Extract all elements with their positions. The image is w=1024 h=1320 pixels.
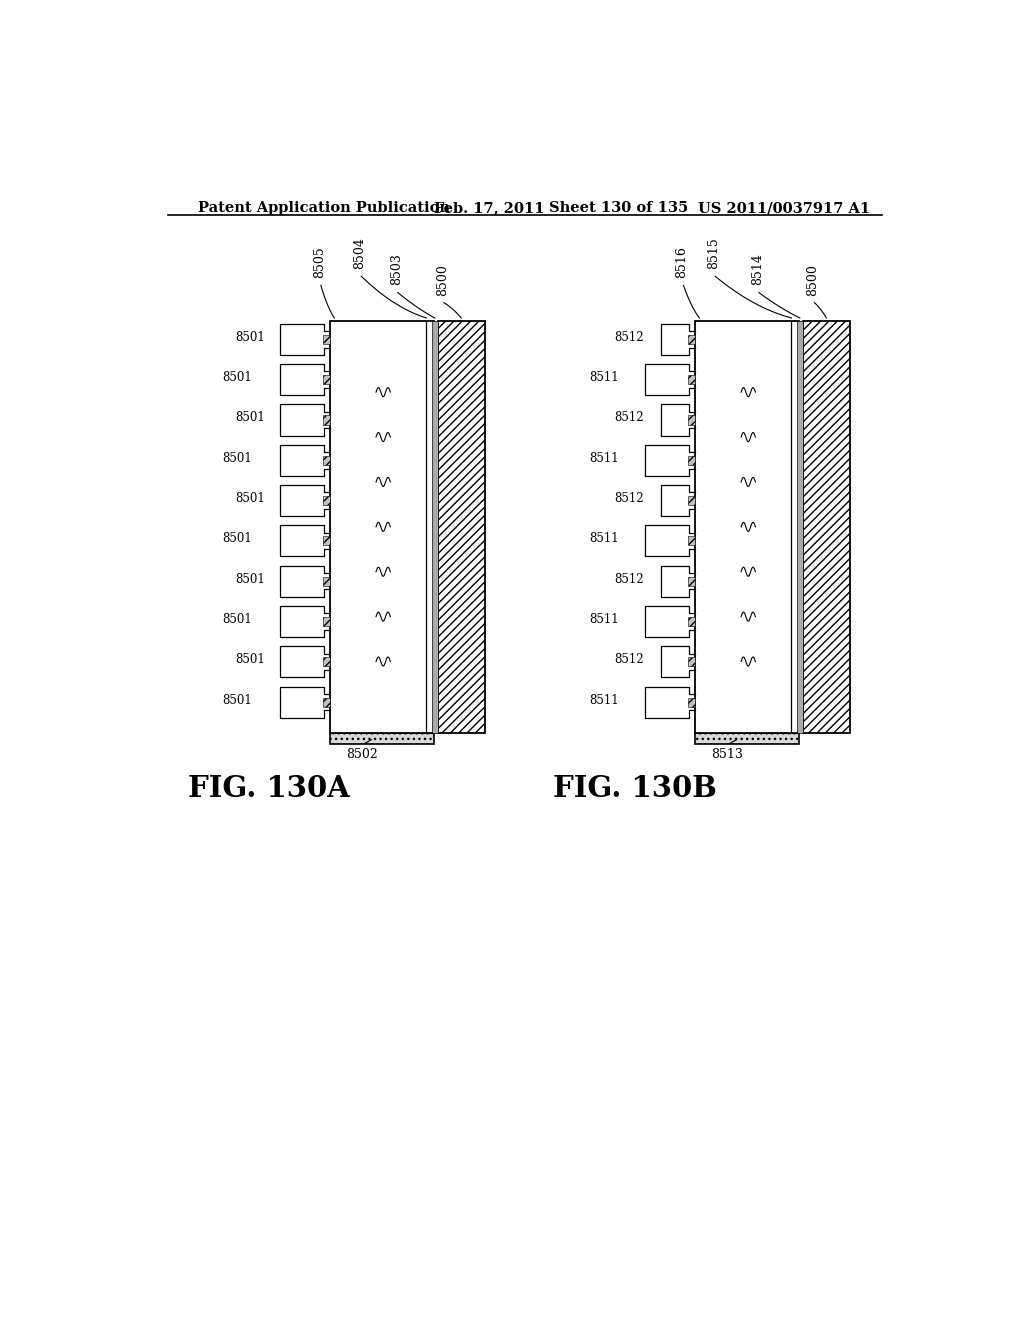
- Text: Sheet 130 of 135: Sheet 130 of 135: [549, 201, 688, 215]
- Text: 8513: 8513: [712, 748, 743, 760]
- Bar: [331, 321, 433, 733]
- Text: US 2011/0037917 A1: US 2011/0037917 A1: [697, 201, 870, 215]
- Text: 8511: 8511: [590, 532, 618, 545]
- Bar: [688, 697, 695, 706]
- Bar: [437, 321, 485, 733]
- Bar: [324, 375, 331, 384]
- Text: 8500: 8500: [807, 264, 819, 296]
- Text: 8501: 8501: [222, 451, 252, 465]
- Bar: [324, 616, 331, 626]
- Text: Patent Application Publication: Patent Application Publication: [198, 201, 450, 215]
- Text: 8512: 8512: [614, 492, 644, 506]
- Text: 8516: 8516: [676, 247, 688, 279]
- Bar: [688, 496, 695, 506]
- Bar: [324, 697, 331, 706]
- Text: 8501: 8501: [236, 492, 265, 506]
- Bar: [324, 577, 331, 586]
- Text: 8504: 8504: [353, 238, 367, 269]
- Text: 8501: 8501: [222, 532, 252, 545]
- Bar: [688, 416, 695, 425]
- Bar: [688, 335, 695, 345]
- Text: 8502: 8502: [346, 748, 378, 760]
- Bar: [324, 496, 331, 506]
- Bar: [324, 335, 331, 345]
- Bar: [803, 321, 850, 733]
- Bar: [324, 536, 331, 545]
- Text: 8511: 8511: [590, 371, 618, 384]
- Bar: [797, 321, 803, 733]
- Bar: [695, 733, 799, 744]
- Text: 8512: 8512: [614, 331, 644, 343]
- Text: 8515: 8515: [708, 238, 720, 269]
- Text: 8514: 8514: [751, 253, 764, 285]
- Bar: [324, 416, 331, 425]
- Bar: [688, 657, 695, 667]
- Text: 8512: 8512: [614, 653, 644, 667]
- Text: 8512: 8512: [614, 573, 644, 586]
- Bar: [695, 321, 799, 733]
- Text: 8511: 8511: [590, 693, 618, 706]
- Text: 8501: 8501: [236, 653, 265, 667]
- Text: Feb. 17, 2011: Feb. 17, 2011: [433, 201, 544, 215]
- Text: 8500: 8500: [436, 264, 449, 296]
- Text: 8501: 8501: [236, 573, 265, 586]
- Text: 8505: 8505: [313, 247, 326, 279]
- Text: FIG. 130B: FIG. 130B: [553, 774, 717, 803]
- Text: 8511: 8511: [590, 451, 618, 465]
- Bar: [331, 733, 433, 744]
- Text: 8511: 8511: [590, 612, 618, 626]
- Text: 8501: 8501: [222, 371, 252, 384]
- Text: FIG. 130A: FIG. 130A: [187, 774, 349, 803]
- Bar: [688, 577, 695, 586]
- Bar: [324, 455, 331, 465]
- Text: 8501: 8501: [236, 331, 265, 343]
- Text: 8501: 8501: [222, 693, 252, 706]
- Bar: [688, 455, 695, 465]
- Text: 8501: 8501: [236, 412, 265, 425]
- Bar: [688, 536, 695, 545]
- Text: 8512: 8512: [614, 412, 644, 425]
- Text: 8503: 8503: [390, 253, 402, 285]
- Text: 8501: 8501: [222, 612, 252, 626]
- Bar: [688, 375, 695, 384]
- Bar: [688, 616, 695, 626]
- Bar: [432, 321, 437, 733]
- Bar: [324, 657, 331, 667]
